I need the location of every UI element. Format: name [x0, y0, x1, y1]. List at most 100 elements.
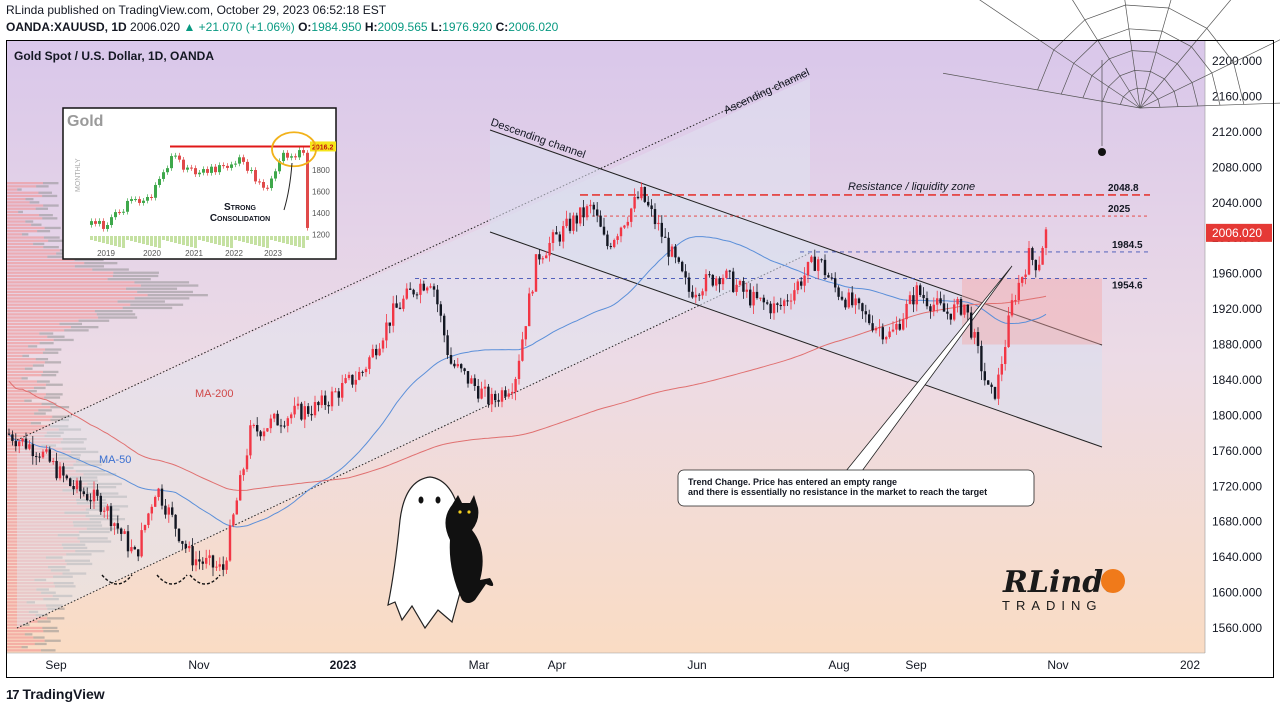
profile-bar-up: [7, 521, 73, 524]
level-label: 1984.5: [1112, 240, 1143, 251]
inset-candle-body: [234, 163, 237, 165]
candle-body: [633, 196, 636, 209]
candle-body: [854, 298, 857, 306]
candle-body: [150, 506, 153, 514]
candle-body: [337, 391, 340, 398]
inset-volume-bar: [98, 236, 101, 242]
profile-bar-up: [7, 329, 65, 332]
candle-body: [667, 237, 670, 257]
inset-volume-bar: [306, 236, 309, 240]
inset-candle-body: [298, 150, 301, 158]
profile-bar-up: [7, 220, 26, 223]
candle-body: [766, 302, 769, 304]
level-label: 2025: [1108, 204, 1131, 215]
candle-body: [925, 298, 929, 307]
profile-bar-down: [26, 601, 35, 604]
profile-bar-up: [7, 297, 135, 300]
profile-bar-down: [64, 511, 90, 514]
profile-bar-up: [7, 271, 114, 274]
profile-bar-down: [47, 335, 65, 338]
inset-volume-bar: [238, 236, 241, 241]
profile-bar-down: [62, 572, 87, 575]
profile-bar-down: [92, 268, 129, 271]
candle-body: [28, 444, 31, 449]
profile-bar-down: [130, 303, 184, 306]
inset-volume-bar: [262, 236, 265, 247]
candle-body: [534, 254, 538, 292]
candle-body: [1041, 247, 1044, 265]
profile-bar-down: [40, 649, 56, 652]
candle-body: [177, 528, 181, 542]
candle-body: [324, 395, 327, 405]
profile-bar-up: [7, 604, 47, 607]
candle-body: [385, 322, 388, 341]
profile-bar-down: [44, 639, 61, 642]
candle-body: [494, 393, 497, 401]
candle-body: [395, 303, 398, 308]
candle-body: [143, 525, 147, 531]
profile-bar-down: [59, 322, 83, 326]
candle-body: [538, 254, 541, 260]
candle-body: [939, 298, 942, 304]
profile-bar-up: [7, 511, 65, 514]
candle-body: [228, 525, 232, 561]
profile-bar-up: [7, 447, 63, 450]
candle-body: [1004, 347, 1007, 365]
ma50-label: MA-50: [99, 454, 131, 466]
candle-body: [7, 433, 11, 435]
inset-volume-bar: [162, 236, 165, 240]
candle-body: [116, 523, 119, 529]
candle-body: [504, 390, 507, 397]
candle-body: [963, 304, 966, 315]
candle-body: [456, 364, 459, 367]
inset-candle-body: [218, 165, 221, 173]
candle-body: [109, 506, 113, 527]
candle-body: [670, 246, 674, 257]
candle-body: [599, 215, 602, 227]
profile-bar-down: [21, 377, 28, 380]
candle-body: [198, 559, 201, 562]
profile-bar-up: [7, 601, 27, 604]
candle-body: [616, 236, 619, 240]
inset-volume-bar: [242, 236, 245, 242]
profile-bar-down: [58, 454, 81, 457]
candle-body: [140, 530, 143, 557]
open-value: 1984.950: [311, 20, 362, 34]
last-price: 2006.020: [130, 20, 181, 34]
inset-volume-bar: [270, 236, 273, 240]
candle-body: [742, 280, 745, 292]
profile-bar-down: [42, 194, 58, 198]
candle-body: [548, 242, 551, 256]
candle-body: [830, 277, 833, 279]
candle-body: [341, 382, 344, 398]
profile-bar-down: [134, 297, 190, 300]
inset-volume-bar: [126, 236, 129, 240]
inset-candle-body: [150, 196, 153, 198]
profile-bar-down: [24, 633, 33, 636]
y-tick-label: 1680.000: [1212, 515, 1262, 529]
tradingview-logo-icon: 17: [6, 686, 20, 702]
candle-body: [443, 315, 446, 336]
candle-body: [361, 371, 364, 373]
candle-body: [296, 403, 300, 406]
profile-bar-up: [7, 502, 77, 505]
candle-body: [653, 209, 657, 225]
cat-eye-icon: [467, 510, 471, 514]
candle-body: [912, 295, 915, 305]
candle-body: [164, 505, 167, 515]
candle-body: [303, 406, 306, 420]
profile-bar-down: [45, 348, 62, 351]
profile-bar-down: [70, 450, 99, 454]
volume-profile: [7, 182, 208, 652]
candle-body: [507, 393, 510, 397]
ascending-channel-lower: [16, 252, 811, 629]
inset-candle-body: [198, 172, 201, 175]
tradingview-footer[interactable]: 17 TradingView: [6, 686, 105, 702]
profile-bar-down: [73, 463, 102, 466]
profile-bar-up: [7, 623, 23, 626]
candle-body: [956, 298, 959, 305]
inset-candle-body: [102, 220, 105, 229]
profile-bar-up: [7, 425, 50, 428]
candle-body: [810, 256, 813, 262]
